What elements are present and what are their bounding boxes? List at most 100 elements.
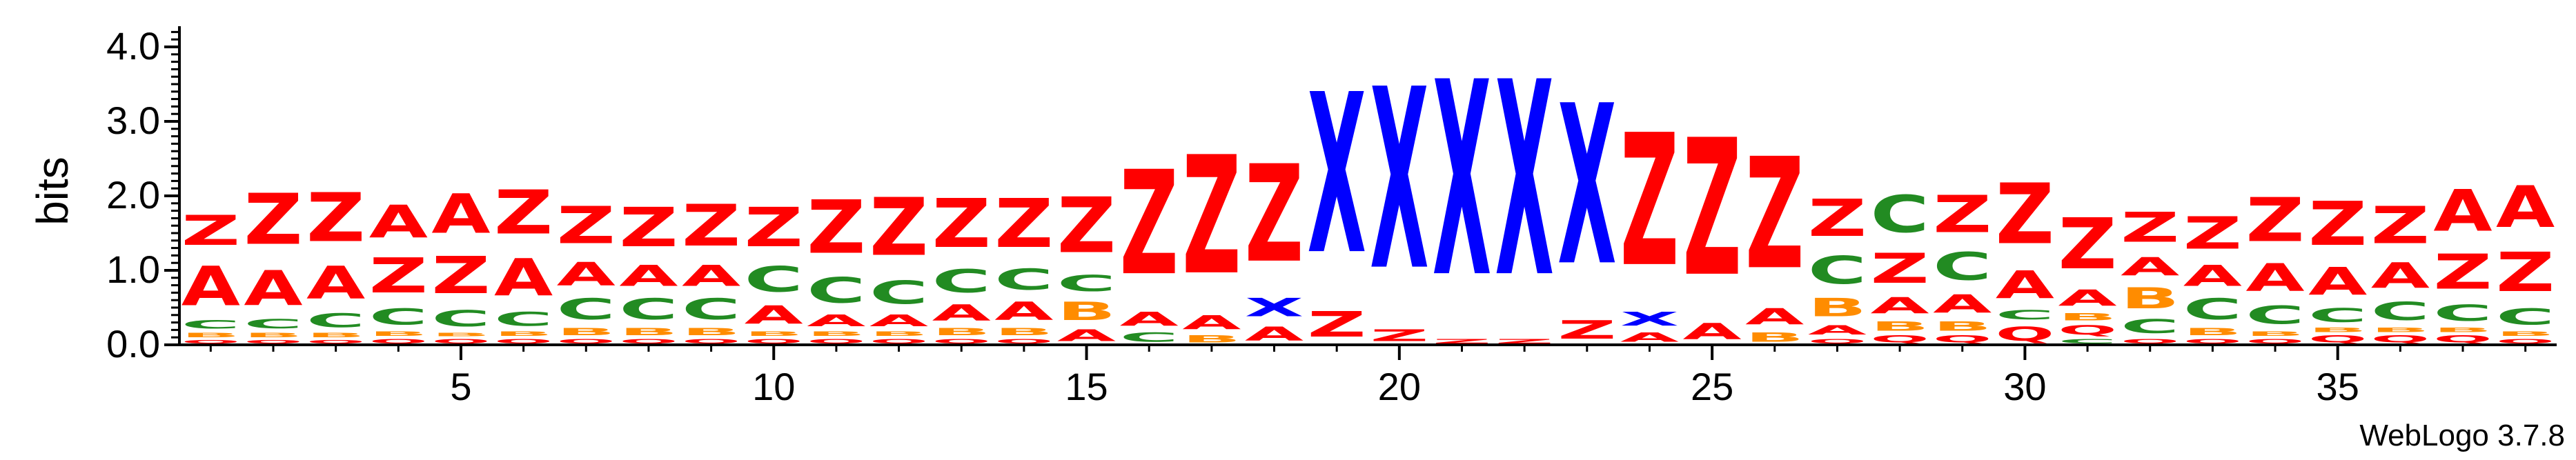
- logo-letter: B: [2245, 330, 2304, 337]
- logo-letter: Q: [2183, 337, 2242, 345]
- logo-letter: Q: [2121, 337, 2179, 345]
- y-axis: 0.0 1.0 2.0 3.0 4.0: [106, 24, 181, 366]
- logo-letter: B: [994, 326, 1053, 337]
- logo-letter: Z: [932, 186, 991, 263]
- logo-letter: A: [557, 256, 616, 293]
- logo-letter: Q: [494, 337, 553, 345]
- logo-letter: Z: [1870, 245, 1929, 293]
- logo-letter: Z: [994, 186, 1053, 263]
- logo-letter: B: [932, 326, 991, 337]
- logo-letter: B: [557, 326, 616, 337]
- logo-letter: Q: [932, 337, 991, 345]
- y-tick-label: 3.0: [106, 99, 160, 142]
- logo-letter: C: [369, 304, 428, 330]
- logo-letter: B: [181, 332, 240, 339]
- logo-letter: Q: [682, 337, 740, 345]
- logo-letter: Q: [869, 337, 928, 345]
- logo-letter: Z: [557, 197, 616, 256]
- logo-letter: B: [1808, 293, 1867, 323]
- logo-letter: Z: [682, 192, 740, 259]
- logo-letter: C: [244, 317, 302, 332]
- x-tick-label: 10: [752, 365, 795, 408]
- logo-letter: X: [1495, 26, 1554, 337]
- logo-letter: B: [1933, 319, 1992, 333]
- logo-letter: A: [2371, 256, 2430, 297]
- logo-letter: C: [181, 318, 240, 331]
- logo-letter: Z: [1370, 326, 1428, 345]
- logo-letter: B: [431, 332, 490, 338]
- logo-letter: Z: [745, 196, 803, 259]
- logo-letter: Z: [2058, 203, 2116, 285]
- logo-letter: Q: [1996, 323, 2054, 345]
- logo-letter: Q: [745, 337, 803, 345]
- logo-letter: C: [494, 308, 553, 330]
- logo-letter: C: [682, 292, 740, 326]
- logo-letter: A: [619, 259, 678, 292]
- logo-letter: Z: [1245, 137, 1304, 292]
- logo-letter: A: [682, 259, 740, 292]
- logo-letter: C: [431, 306, 490, 332]
- logo-letter: C: [306, 309, 365, 331]
- logo-letter: A: [369, 197, 428, 248]
- logo-letter: Q: [2433, 334, 2492, 345]
- logo-letter: C: [1120, 330, 1179, 345]
- logo-letter: C: [1808, 249, 1867, 293]
- logo-letter: Z: [1683, 100, 1742, 319]
- logo-letter: C: [745, 260, 803, 301]
- logo-letter: A: [1933, 290, 1992, 319]
- logo-letter: C: [994, 263, 1053, 297]
- logo-letter: Q: [431, 337, 490, 345]
- logo-letter: Z: [807, 186, 865, 270]
- logo-letter: B: [2183, 326, 2242, 337]
- logo-letter: B: [1745, 330, 1804, 345]
- logo-letter: Q: [557, 337, 616, 345]
- logo-letter: Z: [1057, 181, 1116, 270]
- logo-letter: A: [1057, 326, 1117, 345]
- logo-letter: Z: [869, 182, 928, 274]
- logo-letter: A: [994, 297, 1054, 326]
- logo-letter: Z: [1182, 121, 1241, 311]
- x-tick-label: 30: [2003, 365, 2046, 408]
- logo-letter: Z: [1495, 337, 1554, 345]
- x-axis: 5 10 15 20 25 30 35: [179, 343, 2557, 408]
- logo-letter: B: [2433, 326, 2492, 334]
- logo-letter: B: [745, 330, 803, 337]
- x-tick-label: 5: [450, 365, 471, 408]
- logo-letter: C: [2496, 304, 2555, 330]
- logo-letter: Z: [1620, 97, 1679, 308]
- logo-letter: B: [619, 326, 678, 337]
- y-tick-label: 0.0: [106, 322, 160, 366]
- logo-letter: B: [1182, 334, 1241, 345]
- logo-letter: Z: [244, 179, 302, 260]
- logo-letter: A: [494, 249, 553, 308]
- logo-letter: Z: [369, 248, 428, 303]
- logo-letter: C: [1933, 245, 1992, 289]
- logo-letter: B: [2496, 330, 2555, 337]
- logo-letter: C: [2245, 301, 2304, 330]
- logo-letter: B: [1870, 319, 1929, 333]
- logo-letter: Q: [181, 339, 240, 345]
- logo-letter: Q: [994, 337, 1053, 345]
- logo-letter: Z: [2371, 197, 2430, 256]
- logo-letter: B: [2371, 326, 2430, 334]
- y-tick-label: 4.0: [106, 24, 160, 68]
- logo-letter: Z: [306, 179, 365, 257]
- logo-letter: C: [807, 271, 865, 312]
- logo-letter: A: [2245, 255, 2304, 300]
- logo-letter: B: [807, 330, 865, 337]
- logo-letter: X: [1620, 308, 1679, 330]
- logo-letter: C: [2433, 301, 2492, 327]
- logo-letter: A: [2183, 259, 2242, 292]
- logo-letter: A: [2433, 177, 2492, 244]
- logo-letter: Z: [2496, 241, 2555, 304]
- logo-letter: A: [2496, 173, 2555, 240]
- logo-letter: A: [1996, 263, 2054, 308]
- logo-letter: A: [745, 301, 804, 330]
- logo-letter: A: [1808, 323, 1867, 338]
- logo-letter: A: [1683, 319, 1742, 345]
- logo-letter: B: [869, 330, 928, 337]
- x-tick-label: 15: [1065, 365, 1108, 408]
- logo-letter: Z: [1933, 186, 1992, 245]
- logo-letter: X: [1308, 48, 1366, 303]
